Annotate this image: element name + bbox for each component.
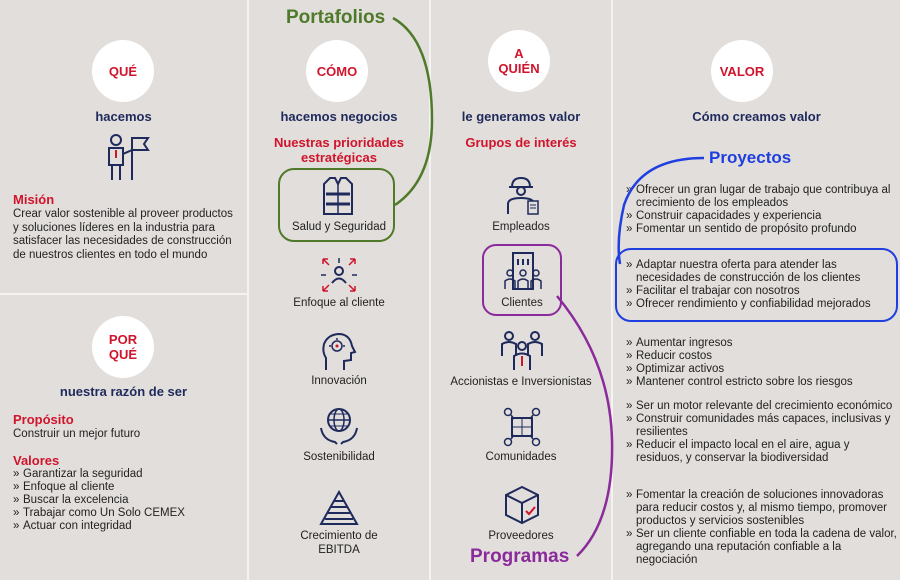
list-item: Actuar con integridad xyxy=(13,520,243,533)
programas-callout: Programas xyxy=(470,546,570,567)
list-item: Trabajar como Un Solo CEMEX xyxy=(13,507,243,520)
list-item: Ofrecer un gran lugar de trabajo que con… xyxy=(626,184,898,210)
row-divider xyxy=(0,293,247,295)
suppliers-box-icon xyxy=(505,485,539,525)
accionistas-value-list: Aumentar ingresos Reducir costos Optimiz… xyxy=(626,337,898,389)
enfoque-label: Enfoque al cliente xyxy=(293,297,385,309)
a-quien-line2: QUIÉN xyxy=(498,61,540,76)
proyectos-box xyxy=(615,248,898,322)
column-divider xyxy=(611,0,613,580)
safety-vest-icon xyxy=(323,177,353,215)
shareholders-icon xyxy=(501,331,543,370)
proveedores-value-list: Fomentar la creación de soluciones innov… xyxy=(626,489,898,567)
clientes-value-list: Adaptar nuestra oferta para atender las … xyxy=(626,259,894,311)
list-item: Optimizar activos xyxy=(626,363,898,376)
leader-flag-icon xyxy=(108,134,150,180)
valores-list: Garantizar la seguridad Enfoque al clien… xyxy=(13,468,243,533)
list-item: Fomentar la creación de soluciones innov… xyxy=(626,489,898,528)
como-heading: hacemos negocios xyxy=(280,109,398,124)
prioridades-heading: Nuestras prioridades estratégicas xyxy=(273,135,405,165)
list-item: Construir comunidades más capaces, inclu… xyxy=(626,413,898,439)
valores-title: Valores xyxy=(13,453,60,468)
clients-building-icon xyxy=(504,252,542,290)
employee-icon xyxy=(507,176,539,215)
empleados-label: Empleados xyxy=(492,221,550,233)
por-que-heading: nuestra razón de ser xyxy=(59,384,188,399)
a-quien-line1: A xyxy=(514,46,524,61)
que-heading: hacemos xyxy=(95,109,152,124)
list-item: Ser un motor relevante del crecimiento e… xyxy=(626,400,898,413)
como-circle-label: CÓMO xyxy=(316,63,358,79)
proyectos-connector xyxy=(617,156,705,265)
portafolios-connector xyxy=(392,16,434,207)
valor-circle: VALOR xyxy=(711,40,773,102)
portafolios-box xyxy=(278,168,395,242)
column-divider xyxy=(429,0,431,580)
programas-box xyxy=(482,244,562,316)
list-item: Garantizar la seguridad xyxy=(13,468,243,481)
programas-connector xyxy=(556,295,614,557)
list-item: Aumentar ingresos xyxy=(626,337,898,350)
mision-title: Misión xyxy=(13,192,55,207)
proposito-text: Construir un mejor futuro xyxy=(13,428,141,440)
list-item: Reducir costos xyxy=(626,350,898,363)
sostenibilidad-label: Sostenibilidad xyxy=(303,451,375,463)
a-quien-heading: le generamos valor xyxy=(461,109,581,124)
pyramid-icon xyxy=(319,490,359,525)
clientes-label: Clientes xyxy=(501,297,543,309)
customer-focus-icon xyxy=(321,258,357,292)
que-circle: QUÉ xyxy=(92,40,154,102)
grupos-heading: Grupos de interés xyxy=(465,135,577,150)
accionistas-label: Accionistas e Inversionistas xyxy=(450,376,592,388)
innovacion-label: Innovación xyxy=(311,375,367,387)
proyectos-callout: Proyectos xyxy=(709,148,792,167)
valor-heading: Cómo creamos valor xyxy=(692,109,821,124)
por-que-line1: POR xyxy=(108,332,138,347)
valor-circle-label: VALOR xyxy=(719,63,765,79)
proveedores-label: Proveedores xyxy=(488,530,554,542)
que-circle-label: QUÉ xyxy=(108,63,138,79)
list-item: Reducir el impacto local en el aire, agu… xyxy=(626,439,898,465)
communities-puzzle-icon xyxy=(503,407,541,447)
comunidades-label: Comunidades xyxy=(485,451,557,463)
list-item: Construir capacidades y experiencia xyxy=(626,210,898,223)
proposito-title: Propósito xyxy=(13,412,74,427)
portafolios-callout: Portafolios xyxy=(286,7,386,28)
por-que-line2: QUÉ xyxy=(108,347,138,362)
list-item: Facilitar el trabajar con nosotros xyxy=(626,285,894,298)
innovation-head-icon xyxy=(322,332,357,370)
comunidades-value-list: Ser un motor relevante del crecimiento e… xyxy=(626,400,898,465)
list-item: Fomentar un sentido de propósito profund… xyxy=(626,223,898,236)
list-item: Enfoque al cliente xyxy=(13,481,243,494)
a-quien-circle: A QUIÉN xyxy=(488,30,550,92)
list-item: Buscar la excelencia xyxy=(13,494,243,507)
mision-text: Crear valor sostenible al proveer produc… xyxy=(13,208,233,261)
list-item: Adaptar nuestra oferta para atender las … xyxy=(626,259,894,285)
list-item: Ser un cliente confiable en toda la cade… xyxy=(626,528,898,567)
ebitda-label: Crecimiento de EBITDA xyxy=(300,530,378,556)
como-circle: CÓMO xyxy=(306,40,368,102)
empleados-value-list: Ofrecer un gran lugar de trabajo que con… xyxy=(626,184,898,236)
globe-hands-icon xyxy=(320,408,358,445)
column-divider xyxy=(247,0,249,580)
salud-label: Salud y Seguridad xyxy=(292,221,386,233)
list-item: Ofrecer rendimiento y confiabilidad mejo… xyxy=(626,298,894,311)
por-que-circle: POR QUÉ xyxy=(92,316,154,378)
list-item: Mantener control estricto sobre los ries… xyxy=(626,376,898,389)
